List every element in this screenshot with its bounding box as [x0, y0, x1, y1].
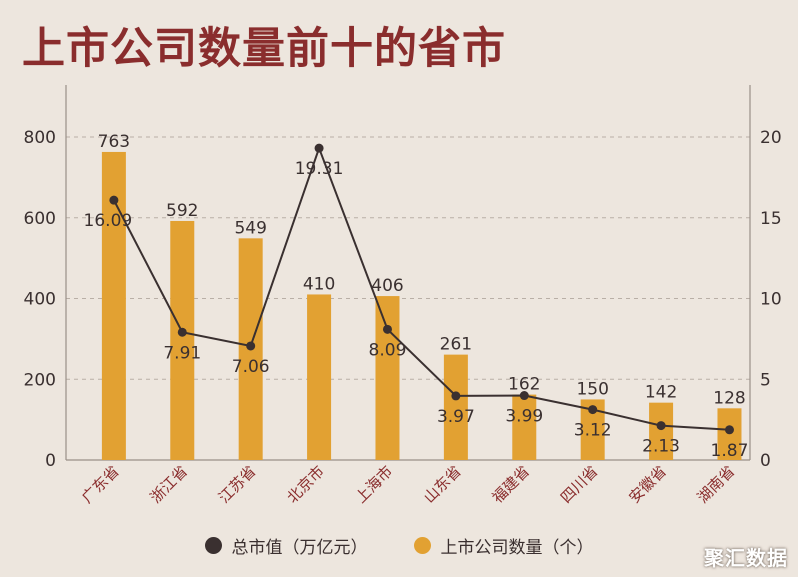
line-value-label: 8.09	[369, 340, 407, 360]
line-value-label: 3.97	[437, 407, 475, 427]
y2-tick-label: 20	[760, 128, 782, 148]
bar-value-label: 128	[713, 388, 745, 408]
bar-value-label: 410	[303, 274, 335, 294]
bar-value-label: 150	[576, 379, 608, 399]
legend-item-company-count: 上市公司数量（个）	[413, 533, 594, 558]
bar-value-label: 261	[440, 335, 472, 355]
y-tick-label: 200	[24, 370, 56, 390]
bar	[170, 220, 195, 460]
y-tick-label: 0	[45, 451, 56, 471]
line-point	[177, 327, 187, 337]
line-value-label: 3.99	[505, 407, 543, 427]
x-tick-label: 北京市	[283, 462, 328, 507]
line-point	[246, 341, 256, 351]
chart-title: 上市公司数量前十的省市	[22, 24, 506, 74]
line-value-label: 19.31	[295, 159, 344, 179]
line-point	[451, 391, 461, 401]
x-tick-label: 浙江省	[147, 462, 192, 507]
bar	[512, 394, 537, 460]
bar-value-label: 592	[166, 201, 198, 221]
line-point	[109, 195, 119, 205]
bar-value-label: 162	[508, 375, 540, 395]
line-value-label: 16.09	[84, 211, 133, 231]
y2-tick-label: 10	[760, 290, 782, 310]
line-value-label: 3.12	[574, 421, 612, 441]
x-tick-label: 福建省	[489, 462, 534, 507]
legend-label-market-value: 总市值（万亿元）	[231, 538, 368, 558]
chart-legend: 总市值（万亿元） 上市公司数量（个）	[0, 533, 798, 558]
legend-line-marker	[204, 537, 222, 554]
bar-value-label: 142	[645, 383, 677, 403]
line-value-label: 7.91	[163, 343, 201, 363]
bar	[307, 294, 332, 460]
bar	[375, 296, 400, 460]
line-point	[519, 391, 529, 401]
legend-item-market-value: 总市值（万亿元）	[204, 533, 368, 558]
line-point	[588, 405, 598, 415]
line-series	[112, 145, 730, 431]
legend-bar-marker	[413, 537, 431, 554]
line-point	[314, 143, 324, 153]
y2-tick-label: 5	[760, 370, 771, 390]
bar	[443, 354, 468, 460]
line-point	[382, 324, 392, 334]
y2-tick-label: 0	[760, 451, 771, 471]
watermark: 聚汇数据	[704, 546, 788, 570]
x-tick-label: 上海市	[352, 462, 397, 507]
x-tick-label: 山东省	[420, 462, 465, 507]
x-tick-label: 江苏省	[215, 462, 260, 507]
line-point	[656, 421, 666, 431]
line-point	[724, 425, 734, 435]
bar-value-label: 406	[371, 276, 403, 296]
y2-tick-label: 15	[760, 209, 782, 229]
x-tick-label: 湖南省	[694, 462, 739, 507]
x-tick-label: 安徽省	[625, 462, 670, 507]
bar	[649, 402, 674, 460]
y-tick-label: 800	[24, 128, 56, 148]
line-value-label: 2.13	[642, 437, 680, 457]
x-tick-label: 广东省	[78, 462, 123, 507]
line-value-label: 7.06	[232, 357, 270, 377]
legend-label-company-count: 上市公司数量（个）	[440, 538, 594, 558]
bar-value-label: 763	[98, 132, 130, 152]
x-tick-label: 四川省	[557, 462, 602, 507]
y-tick-label: 400	[24, 290, 56, 310]
line-value-label: 1.87	[711, 441, 749, 461]
bar-value-label: 549	[234, 218, 266, 238]
y-tick-label: 600	[24, 209, 56, 229]
